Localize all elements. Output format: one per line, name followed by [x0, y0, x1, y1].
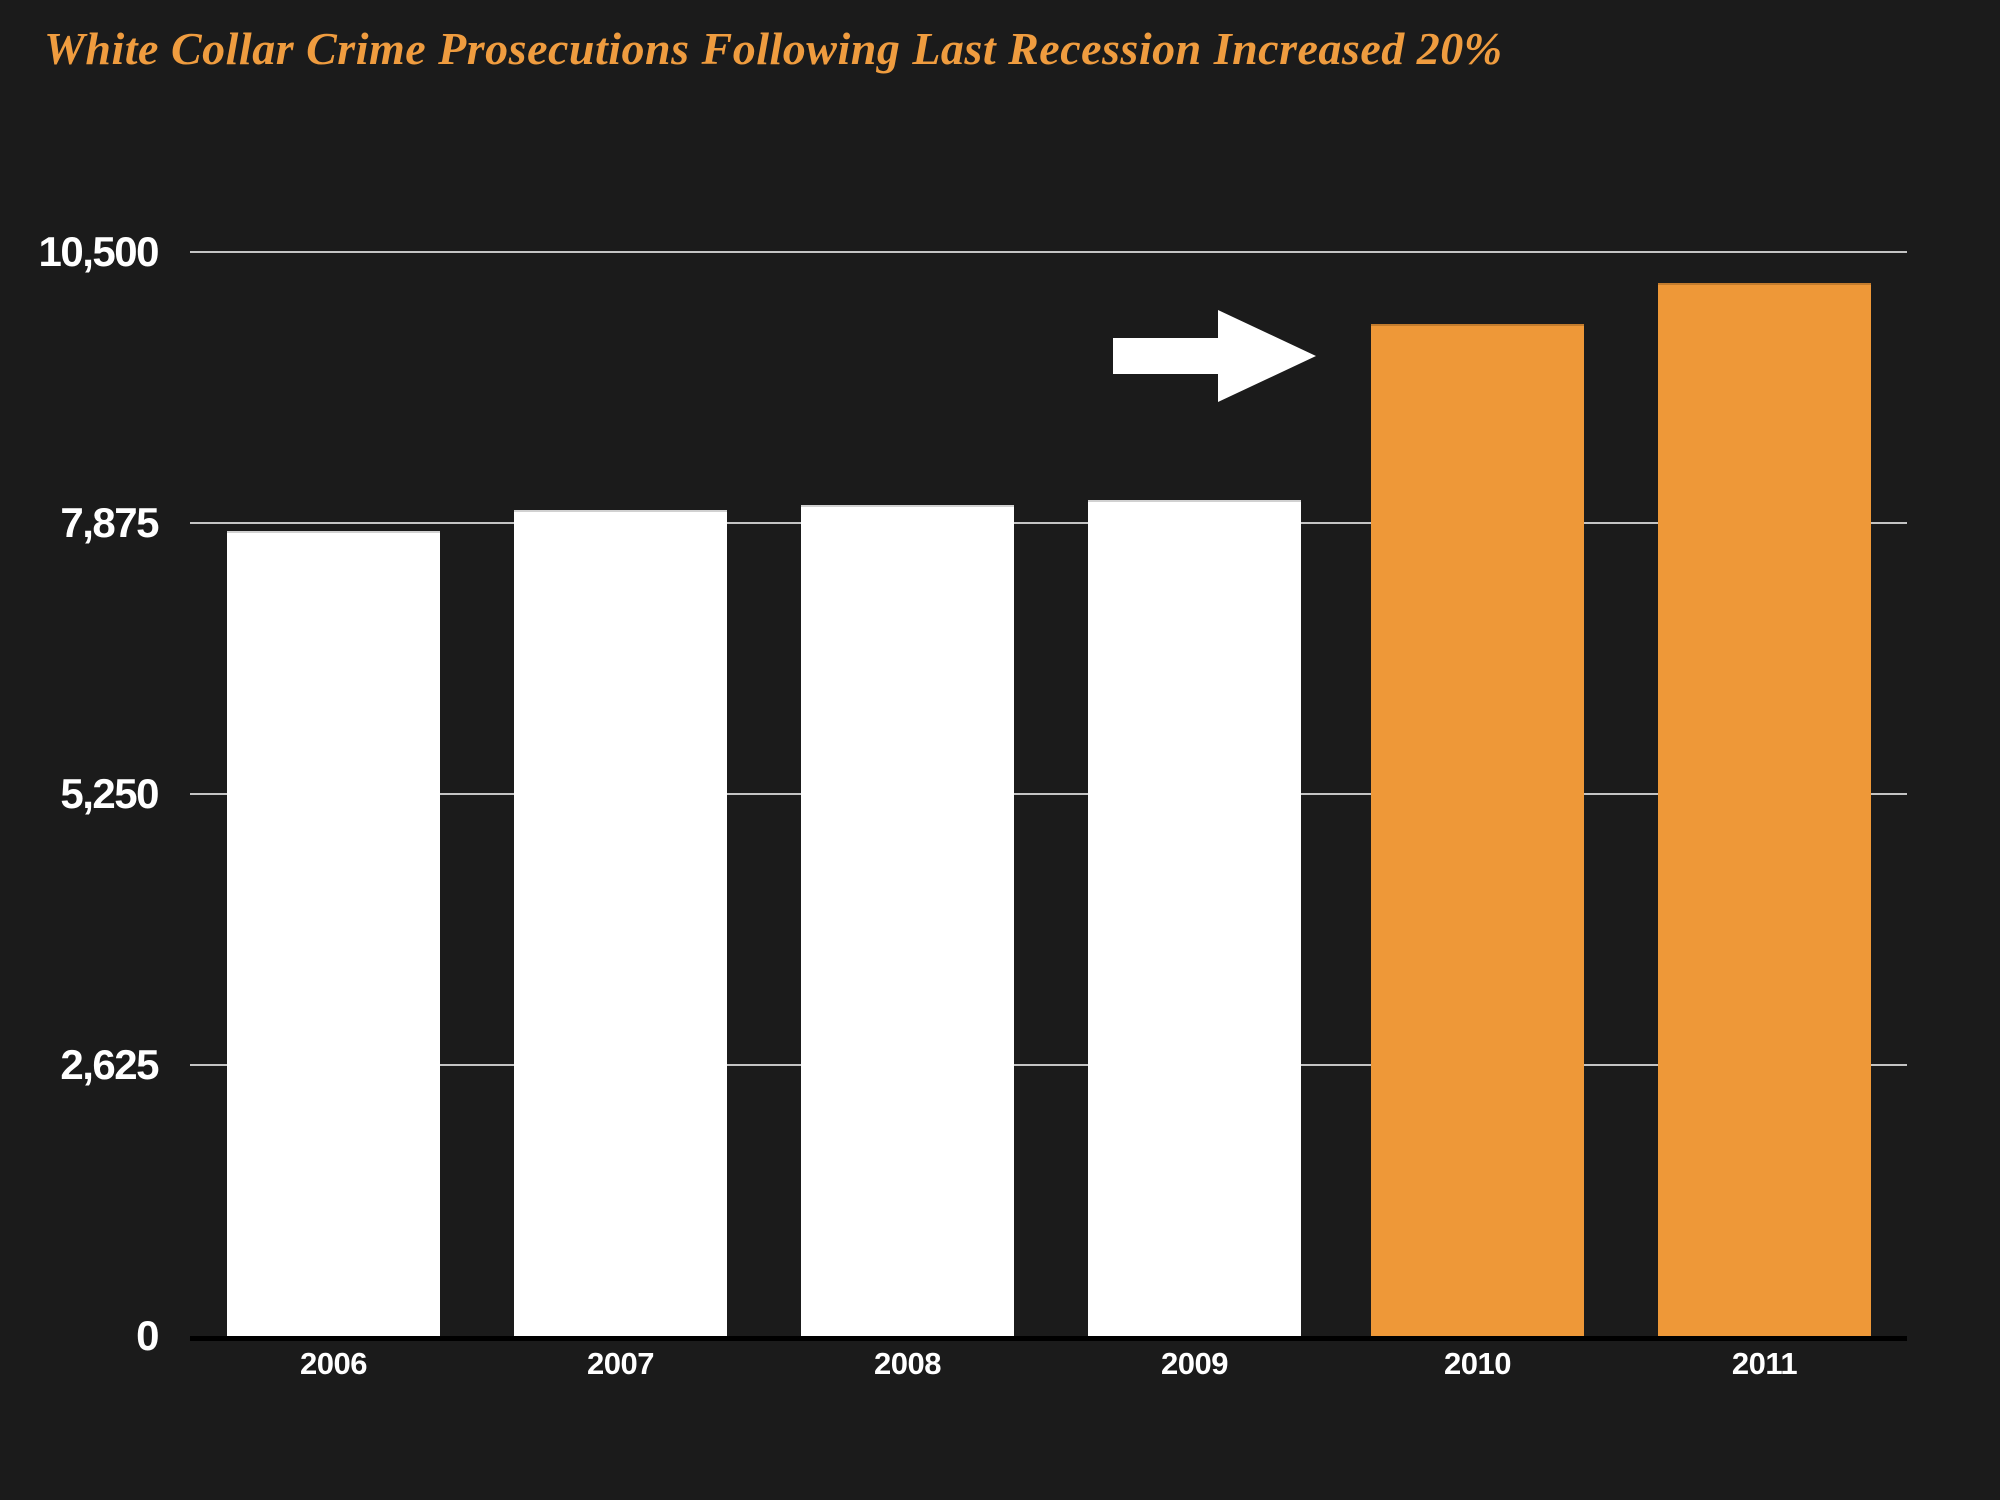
- bar-2008: [801, 505, 1014, 1336]
- gridline-7875: [190, 522, 1907, 524]
- bar-2010: [1371, 324, 1584, 1336]
- arrow-right-shape: [1113, 310, 1316, 402]
- x-axis-label-2008: 2008: [874, 1346, 941, 1381]
- chart-title: White Collar Crime Prosecutions Followin…: [44, 23, 1503, 74]
- bar-2006: [227, 531, 440, 1336]
- bar-2007: [514, 510, 727, 1336]
- y-axis-tick-label: 7,875: [60, 499, 159, 546]
- x-axis-label-2009: 2009: [1161, 1346, 1228, 1381]
- gridline-5250: [190, 793, 1907, 795]
- bar-2011: [1658, 283, 1871, 1336]
- x-axis-label-2007: 2007: [587, 1346, 654, 1381]
- gridline-10500: [190, 251, 1907, 253]
- gridline-2625: [190, 1064, 1907, 1066]
- bar-2009: [1088, 500, 1301, 1336]
- x-axis-label-2010: 2010: [1444, 1346, 1511, 1381]
- x-axis-label-2006: 2006: [300, 1346, 367, 1381]
- y-axis-tick-label: 5,250: [60, 770, 159, 817]
- y-axis-tick-label: 10,500: [38, 228, 160, 275]
- x-axis-baseline: [190, 1336, 1907, 1341]
- y-axis-tick-label: 0: [136, 1312, 159, 1359]
- x-axis-label-2011: 2011: [1731, 1346, 1798, 1381]
- increase-arrow-icon: [1113, 310, 1316, 402]
- y-axis-tick-label: 2,625: [60, 1041, 159, 1088]
